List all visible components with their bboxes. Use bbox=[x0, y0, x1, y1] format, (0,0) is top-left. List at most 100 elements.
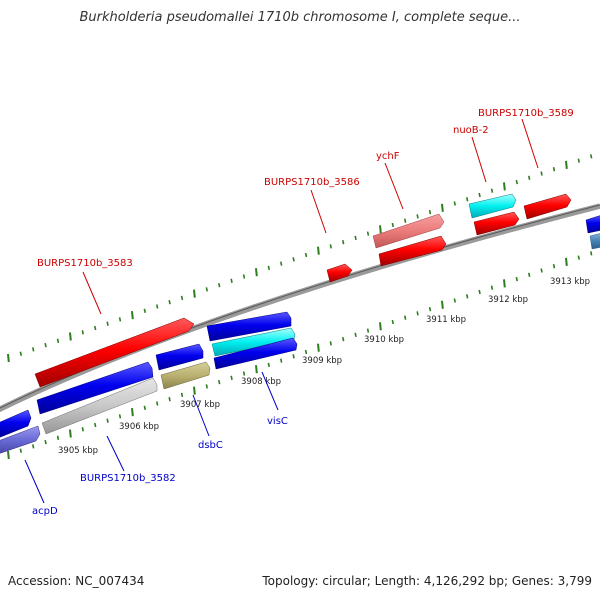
gene-feature[interactable] bbox=[468, 193, 517, 219]
minor-tick bbox=[552, 167, 556, 172]
minor-tick bbox=[428, 209, 432, 215]
minor-tick bbox=[280, 261, 283, 266]
gene-label-burps1710b-3583[interactable]: BURPS1710b_3583 bbox=[37, 258, 133, 269]
gene-feature[interactable] bbox=[585, 215, 600, 234]
major-tick bbox=[317, 246, 320, 255]
gene-label-burps1710b-3582[interactable]: BURPS1710b_3582 bbox=[80, 473, 176, 484]
minor-tick bbox=[180, 295, 184, 301]
gene-feature[interactable] bbox=[0, 409, 32, 438]
minor-tick bbox=[168, 300, 171, 305]
gene-label-visc[interactable]: visC bbox=[267, 416, 288, 427]
minor-tick bbox=[354, 332, 357, 338]
gene-feature-burps1710b-3583[interactable] bbox=[34, 317, 195, 388]
scale-labels: 3905 kbp 3906 kbp 3907 kbp 3908 kbp 3909… bbox=[58, 277, 590, 456]
minor-tick bbox=[478, 192, 481, 198]
minor-tick bbox=[56, 435, 60, 440]
minor-tick bbox=[552, 264, 556, 269]
minor-tick bbox=[304, 349, 308, 355]
minor-tick bbox=[528, 175, 531, 180]
minor-tick bbox=[106, 418, 109, 423]
minor-tick bbox=[540, 268, 543, 273]
minor-tick bbox=[292, 354, 295, 359]
gene-label-burps1710b-3586[interactable]: BURPS1710b_3586 bbox=[264, 177, 360, 188]
gene-feature[interactable] bbox=[36, 361, 154, 415]
major-tick bbox=[503, 182, 506, 191]
gene-label-nuob-2[interactable]: nuoB-2 bbox=[453, 125, 489, 136]
minor-tick bbox=[32, 444, 35, 449]
minor-tick bbox=[540, 171, 543, 176]
gene-label-burps1710b-3589[interactable]: BURPS1710b_3589 bbox=[478, 108, 574, 119]
gene-feature-acpd[interactable] bbox=[0, 425, 41, 454]
minor-tick bbox=[205, 384, 208, 389]
major-tick bbox=[131, 408, 134, 417]
minor-tick bbox=[342, 337, 345, 342]
minor-tick bbox=[218, 282, 221, 288]
minor-tick bbox=[230, 375, 233, 380]
major-tick bbox=[565, 160, 568, 169]
scale-label: 3908 kbp bbox=[241, 377, 281, 387]
gene-feature[interactable] bbox=[211, 327, 296, 357]
minor-tick bbox=[391, 222, 394, 228]
minor-tick bbox=[44, 342, 47, 348]
major-tick bbox=[69, 332, 72, 341]
minor-tick bbox=[168, 397, 171, 402]
minor-tick bbox=[56, 338, 60, 343]
minor-tick bbox=[242, 371, 246, 376]
minor-tick bbox=[19, 448, 22, 453]
minor-tick bbox=[81, 330, 84, 335]
minor-tick bbox=[453, 298, 456, 303]
minor-tick bbox=[404, 218, 407, 223]
minor-tick bbox=[428, 306, 432, 312]
minor-tick bbox=[366, 328, 370, 333]
major-tick bbox=[7, 353, 10, 363]
major-tick bbox=[193, 289, 196, 298]
major-tick bbox=[441, 300, 444, 309]
minor-tick bbox=[577, 255, 580, 260]
minor-tick bbox=[94, 325, 97, 331]
gene-feature-visc[interactable] bbox=[213, 337, 298, 370]
minor-tick bbox=[230, 278, 233, 283]
minor-tick bbox=[19, 351, 22, 356]
minor-tick bbox=[94, 422, 97, 428]
gene-label-acpd[interactable]: acpD bbox=[32, 506, 58, 517]
minor-tick bbox=[205, 287, 208, 292]
minor-tick bbox=[292, 257, 295, 262]
minor-tick bbox=[242, 274, 246, 279]
minor-tick bbox=[366, 231, 370, 236]
minor-tick bbox=[280, 358, 283, 363]
gene-feature[interactable] bbox=[378, 235, 447, 267]
gene-feature[interactable] bbox=[206, 311, 292, 342]
gene-label-ychf[interactable]: ychF bbox=[376, 151, 400, 162]
forward-genes bbox=[34, 193, 572, 388]
scale-label: 3912 kbp bbox=[488, 295, 528, 305]
minor-tick bbox=[416, 311, 419, 316]
gene-feature-nuob-2[interactable] bbox=[473, 211, 520, 236]
gene-feature[interactable] bbox=[155, 343, 204, 371]
scale-label: 3906 kbp bbox=[119, 422, 159, 432]
minor-tick bbox=[590, 154, 593, 159]
reverse-genes bbox=[0, 215, 600, 454]
gene-feature-ychf[interactable] bbox=[372, 213, 445, 249]
gene-feature[interactable] bbox=[326, 263, 353, 283]
forward-tick-row bbox=[7, 154, 593, 363]
major-tick bbox=[7, 450, 10, 460]
minor-tick bbox=[329, 244, 332, 249]
gene-label-dsbc[interactable]: dsbC bbox=[198, 440, 223, 451]
scale-label: 3909 kbp bbox=[302, 356, 342, 366]
minor-tick bbox=[466, 294, 469, 299]
gene-feature-burps1710b-3589[interactable] bbox=[523, 193, 572, 220]
minor-tick bbox=[106, 321, 109, 326]
major-tick bbox=[379, 225, 382, 234]
gene-feature[interactable] bbox=[589, 233, 600, 250]
minor-tick bbox=[453, 201, 456, 206]
genome-summary-text: Topology: circular; Length: 4,126,292 bp… bbox=[262, 574, 592, 588]
gene-feature-dsbc[interactable] bbox=[160, 361, 211, 390]
minor-tick bbox=[490, 285, 494, 290]
minor-tick bbox=[218, 379, 221, 385]
minor-tick bbox=[354, 235, 357, 241]
gene-feature-burps1710b-3582[interactable] bbox=[41, 377, 158, 435]
minor-tick bbox=[466, 197, 469, 202]
major-tick bbox=[255, 268, 258, 277]
